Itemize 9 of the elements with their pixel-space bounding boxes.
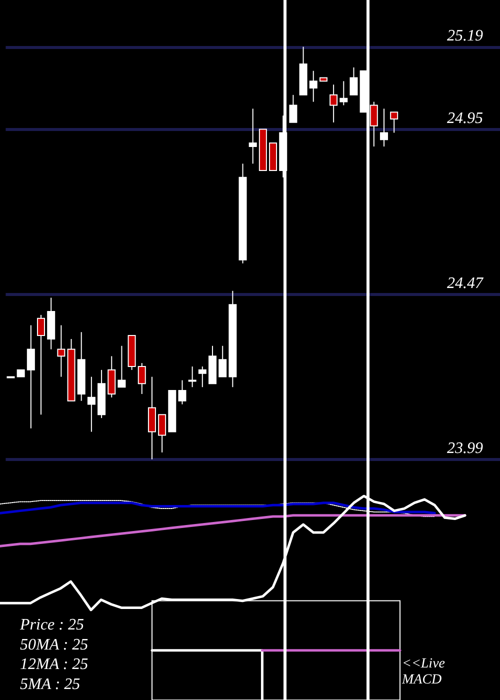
y-tick-label: 23.99 <box>447 440 483 457</box>
text: <<Live MACD <box>401 656 448 688</box>
y-tick-label: 25.19 <box>447 27 483 44</box>
y-tick-label: 24.47 <box>447 274 484 292</box>
text: 50MA : 25 <box>20 636 88 654</box>
y-tick-label: 24.95 <box>447 110 483 127</box>
text: 5MA : 25 <box>20 676 80 693</box>
text: Price : 25 <box>19 616 84 634</box>
text: 12MA : 25 <box>20 656 88 674</box>
